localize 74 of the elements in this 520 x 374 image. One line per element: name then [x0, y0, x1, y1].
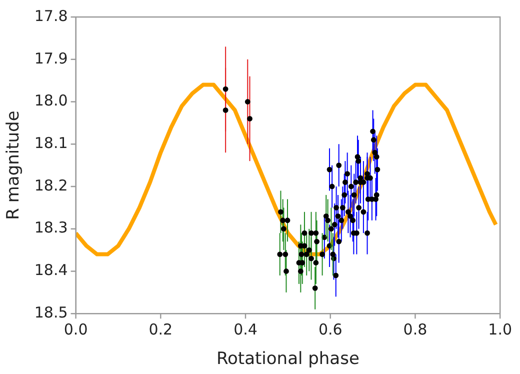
- point: [348, 184, 354, 190]
- point: [374, 192, 380, 198]
- point: [298, 252, 304, 257]
- point: [356, 158, 362, 164]
- point: [374, 154, 380, 160]
- point: [364, 171, 370, 176]
- point: [284, 268, 289, 274]
- point: [320, 252, 325, 257]
- point: [370, 137, 376, 143]
- point: [364, 230, 370, 236]
- x-tick-label: 0.0: [64, 320, 88, 338]
- point: [330, 252, 336, 257]
- point: [374, 166, 380, 172]
- point: [284, 218, 290, 224]
- point: [326, 166, 332, 172]
- point: [308, 230, 314, 236]
- point: [345, 209, 351, 215]
- point: [314, 238, 320, 244]
- y-tick-label: 17.9: [34, 49, 68, 68]
- point: [222, 86, 228, 92]
- y-tick-label: 18.1: [34, 134, 68, 152]
- point: [278, 209, 284, 215]
- point: [328, 226, 334, 232]
- point: [298, 268, 304, 274]
- point: [353, 180, 359, 185]
- point: [350, 218, 356, 224]
- point: [280, 218, 286, 224]
- y-tick-label: 18.4: [34, 261, 68, 280]
- x-tick-label: 1.0: [488, 320, 512, 338]
- point: [372, 150, 378, 156]
- y-tick-label: 18.3: [34, 218, 68, 237]
- point: [306, 247, 312, 253]
- x-tick-label: 0.2: [148, 320, 173, 338]
- point: [325, 218, 331, 224]
- point: [356, 204, 362, 210]
- point: [348, 213, 354, 219]
- point: [333, 272, 339, 278]
- x-tick-label: 0.6: [318, 320, 342, 338]
- point: [342, 180, 348, 185]
- y-tick-label: 18.5: [34, 303, 68, 322]
- point: [244, 99, 250, 104]
- point: [329, 184, 335, 190]
- point: [277, 252, 283, 257]
- y-tick-label: 18.2: [34, 176, 68, 194]
- point: [360, 209, 366, 215]
- point: [312, 285, 318, 291]
- point: [351, 192, 357, 198]
- point: [247, 116, 252, 122]
- point: [282, 252, 288, 257]
- y-axis-title: R magnitude: [4, 110, 24, 220]
- point: [280, 226, 286, 232]
- point: [323, 213, 329, 219]
- point: [336, 238, 342, 244]
- point: [334, 204, 340, 210]
- point: [342, 192, 348, 198]
- x-axis-title: Rotational phase: [216, 349, 360, 370]
- point: [222, 108, 228, 113]
- point: [336, 162, 342, 168]
- y-tick-label: 17.8: [34, 6, 68, 25]
- point: [344, 171, 350, 176]
- y-tick-label: 18.0: [34, 92, 68, 110]
- point: [370, 128, 376, 134]
- point: [304, 252, 310, 257]
- point: [373, 196, 378, 202]
- x-tick-label: 0.8: [403, 320, 428, 338]
- point: [338, 218, 344, 224]
- x-tick-label: 0.4: [234, 320, 258, 338]
- point: [332, 222, 338, 228]
- point: [308, 256, 314, 262]
- point: [340, 204, 346, 210]
- point: [313, 260, 319, 266]
- point: [302, 230, 308, 236]
- point: [335, 213, 341, 219]
- point: [313, 230, 319, 236]
